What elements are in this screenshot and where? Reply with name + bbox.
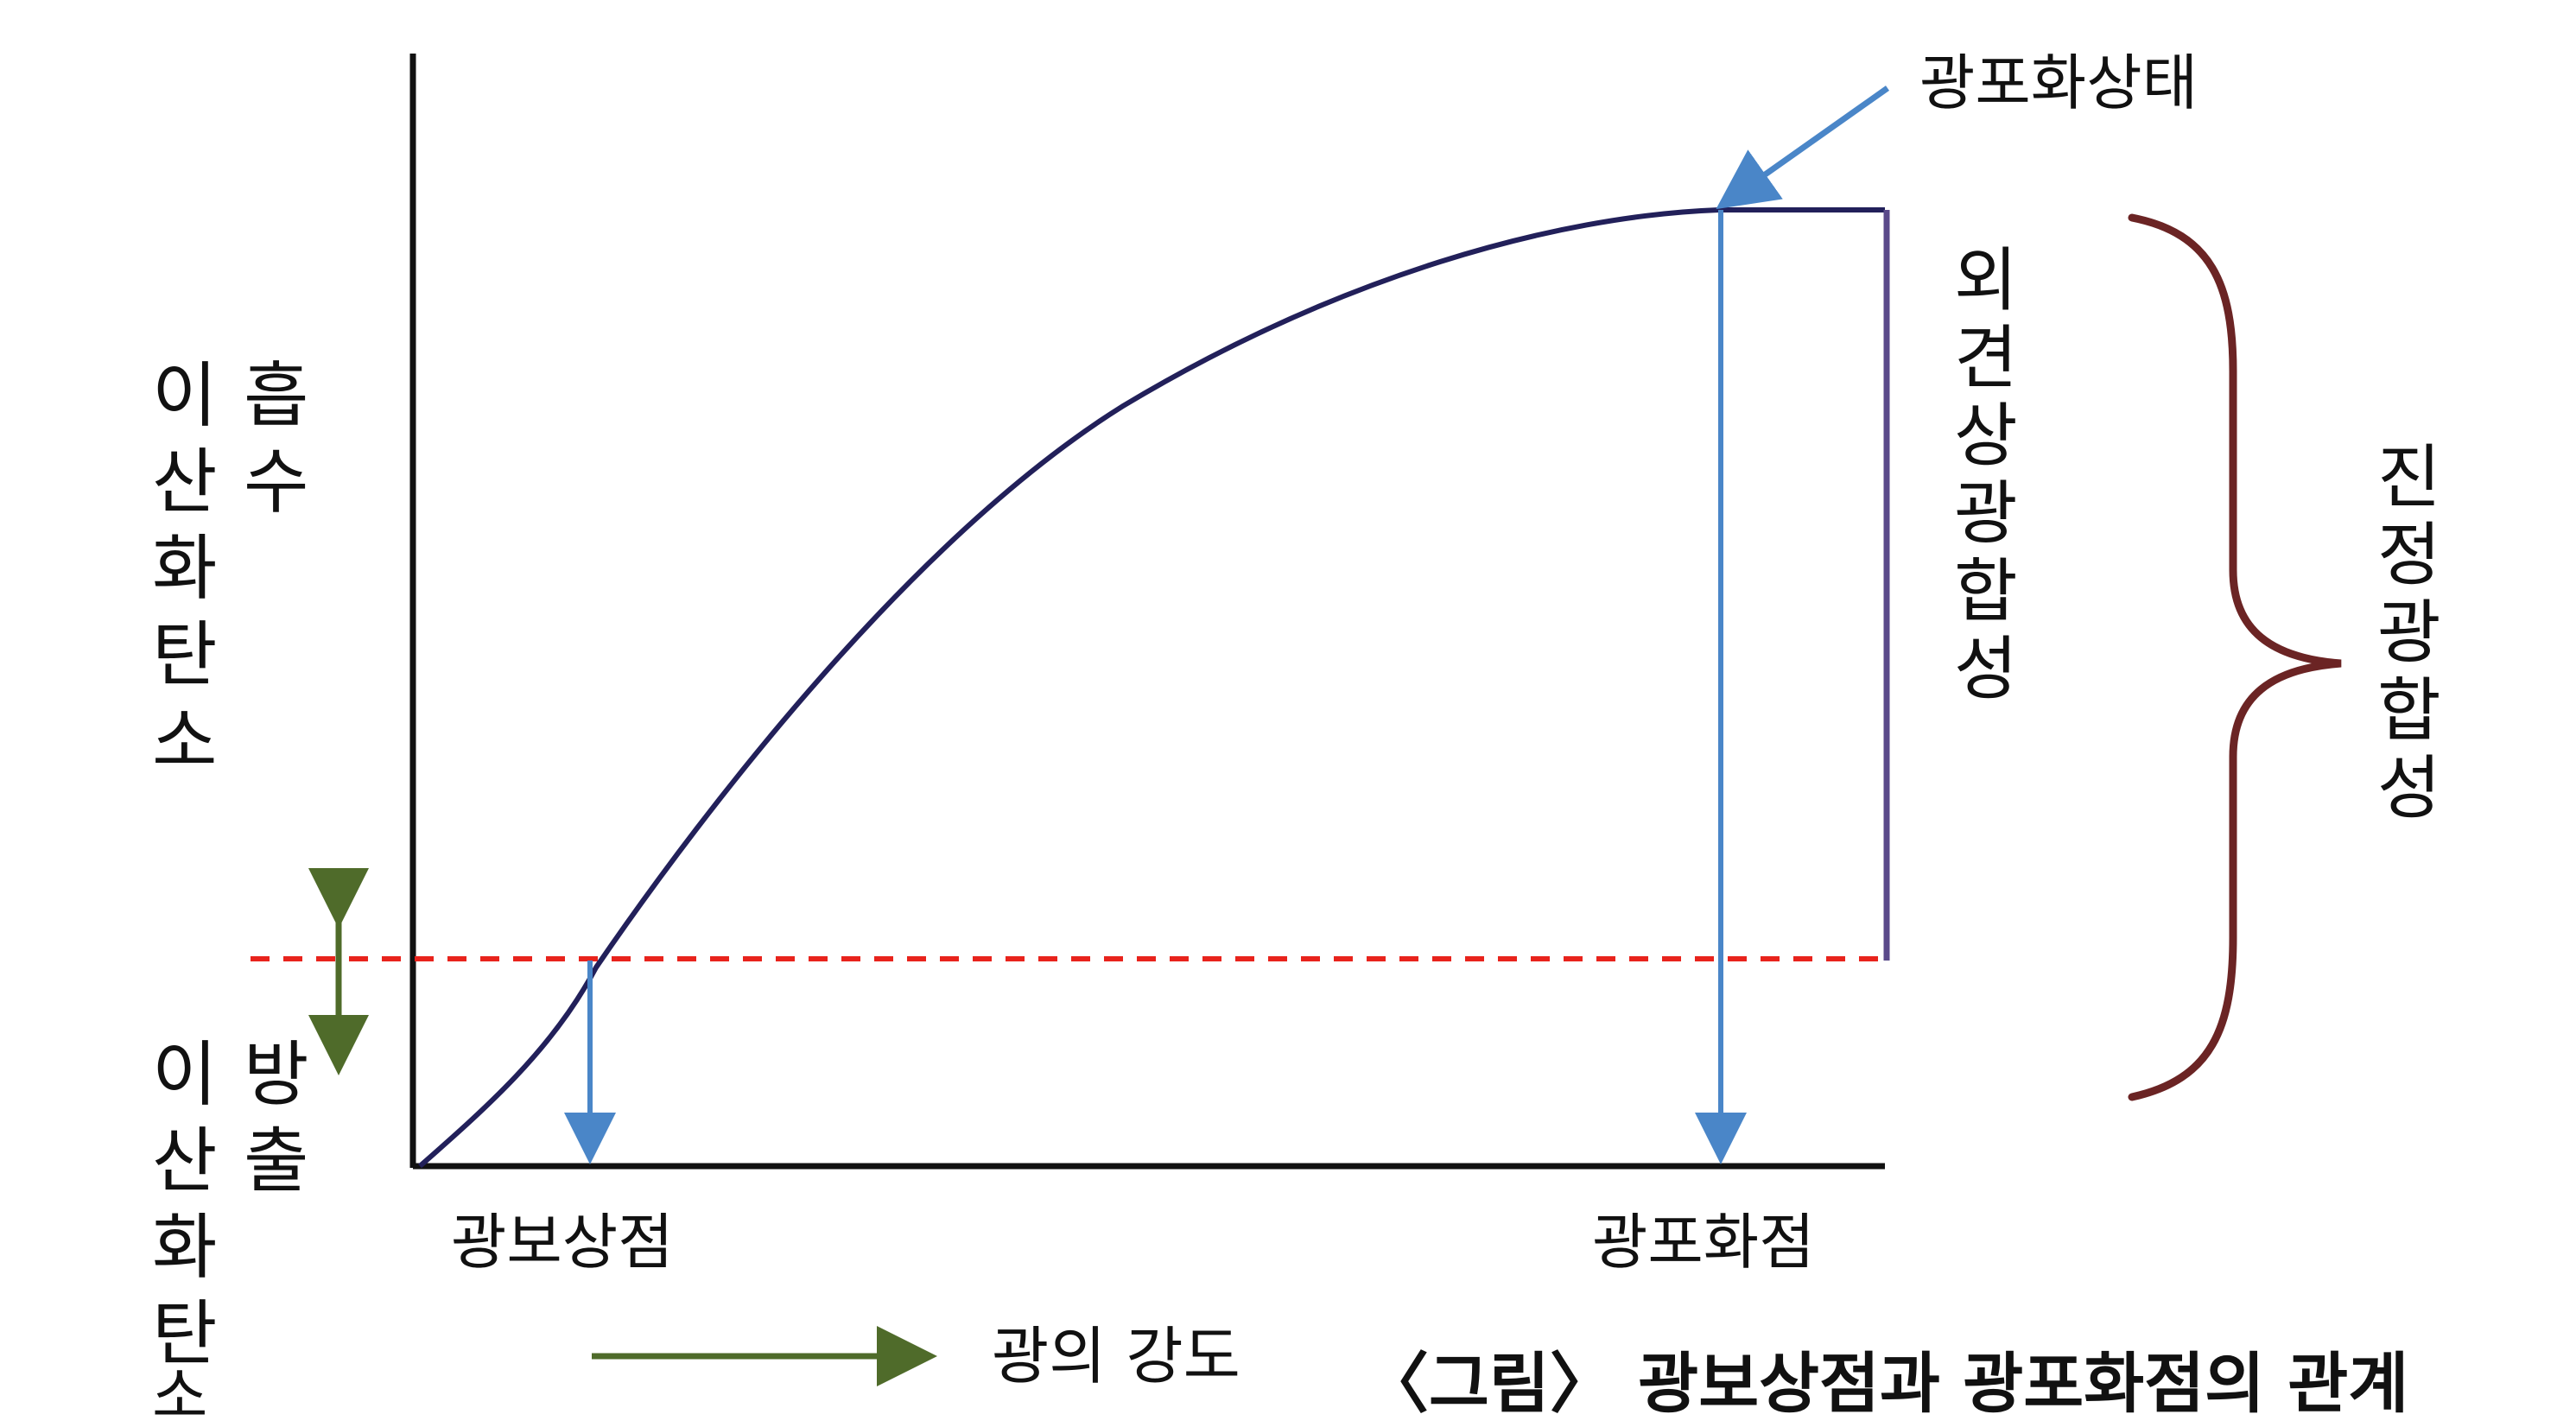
- vertical-char: 성: [2377, 748, 2441, 828]
- vertical-char: 진: [2377, 437, 2441, 517]
- vertical-char: 광: [2377, 593, 2441, 673]
- vertical-char: 정: [2377, 515, 2441, 595]
- photosynthesis-curve: [418, 207, 1885, 1169]
- vertical-char: 화: [152, 528, 217, 610]
- true-photosynthesis-label: 진 정 광 합 성: [2377, 437, 2441, 828]
- figure-caption: 〈그림〉 광보상점과 광포화점의 관계: [1363, 1345, 2408, 1422]
- vertical-char: 탄: [152, 614, 217, 696]
- light-intensity-label: 광의 강도: [992, 1320, 1240, 1392]
- vertical-char: 수: [244, 441, 308, 523]
- apparent-photosynthesis-label: 외 견 상 광 합 성: [1954, 240, 2018, 709]
- vertical-char: 외: [1954, 240, 2018, 320]
- co2-absorption-prefix-label: 이 산 화 탄 소: [152, 355, 217, 783]
- vertical-char: 이: [152, 355, 217, 437]
- light-saturation-point-label: 광포화점: [1592, 1207, 1815, 1278]
- vertical-char: 화: [152, 1207, 217, 1289]
- light-saturation-state-label: 광포화상태: [1919, 48, 2198, 118]
- co2-release-prefix-label: 이 산 화 탄 소: [152, 1034, 217, 1427]
- vertical-char: 방: [244, 1034, 308, 1116]
- vertical-char: 탄: [152, 1293, 217, 1375]
- vertical-char: 합: [1954, 551, 2018, 631]
- true-photosynthesis-brace: [2128, 213, 2342, 1101]
- vertical-char: 소: [152, 1360, 207, 1427]
- vertical-char: 산: [152, 441, 217, 523]
- vertical-char: 광: [1954, 473, 2018, 554]
- co2-release-label: 방 출: [244, 1034, 308, 1202]
- vertical-char: 상: [1954, 396, 2018, 476]
- vertical-char: 이: [152, 1034, 217, 1116]
- co2-absorption-label: 흡 수: [244, 355, 308, 523]
- saturation-state-pointer-arrow: [1716, 86, 1890, 210]
- vertical-char: 소: [152, 701, 217, 783]
- vertical-char: 산: [152, 1120, 217, 1202]
- vertical-char: 합: [2377, 670, 2441, 751]
- vertical-char: 흡: [244, 355, 308, 437]
- vertical-char: 성: [1954, 629, 2018, 709]
- light-compensation-point-label: 광보상점: [451, 1207, 674, 1278]
- vertical-char: 견: [1954, 318, 2018, 398]
- vertical-char: 출: [244, 1120, 308, 1202]
